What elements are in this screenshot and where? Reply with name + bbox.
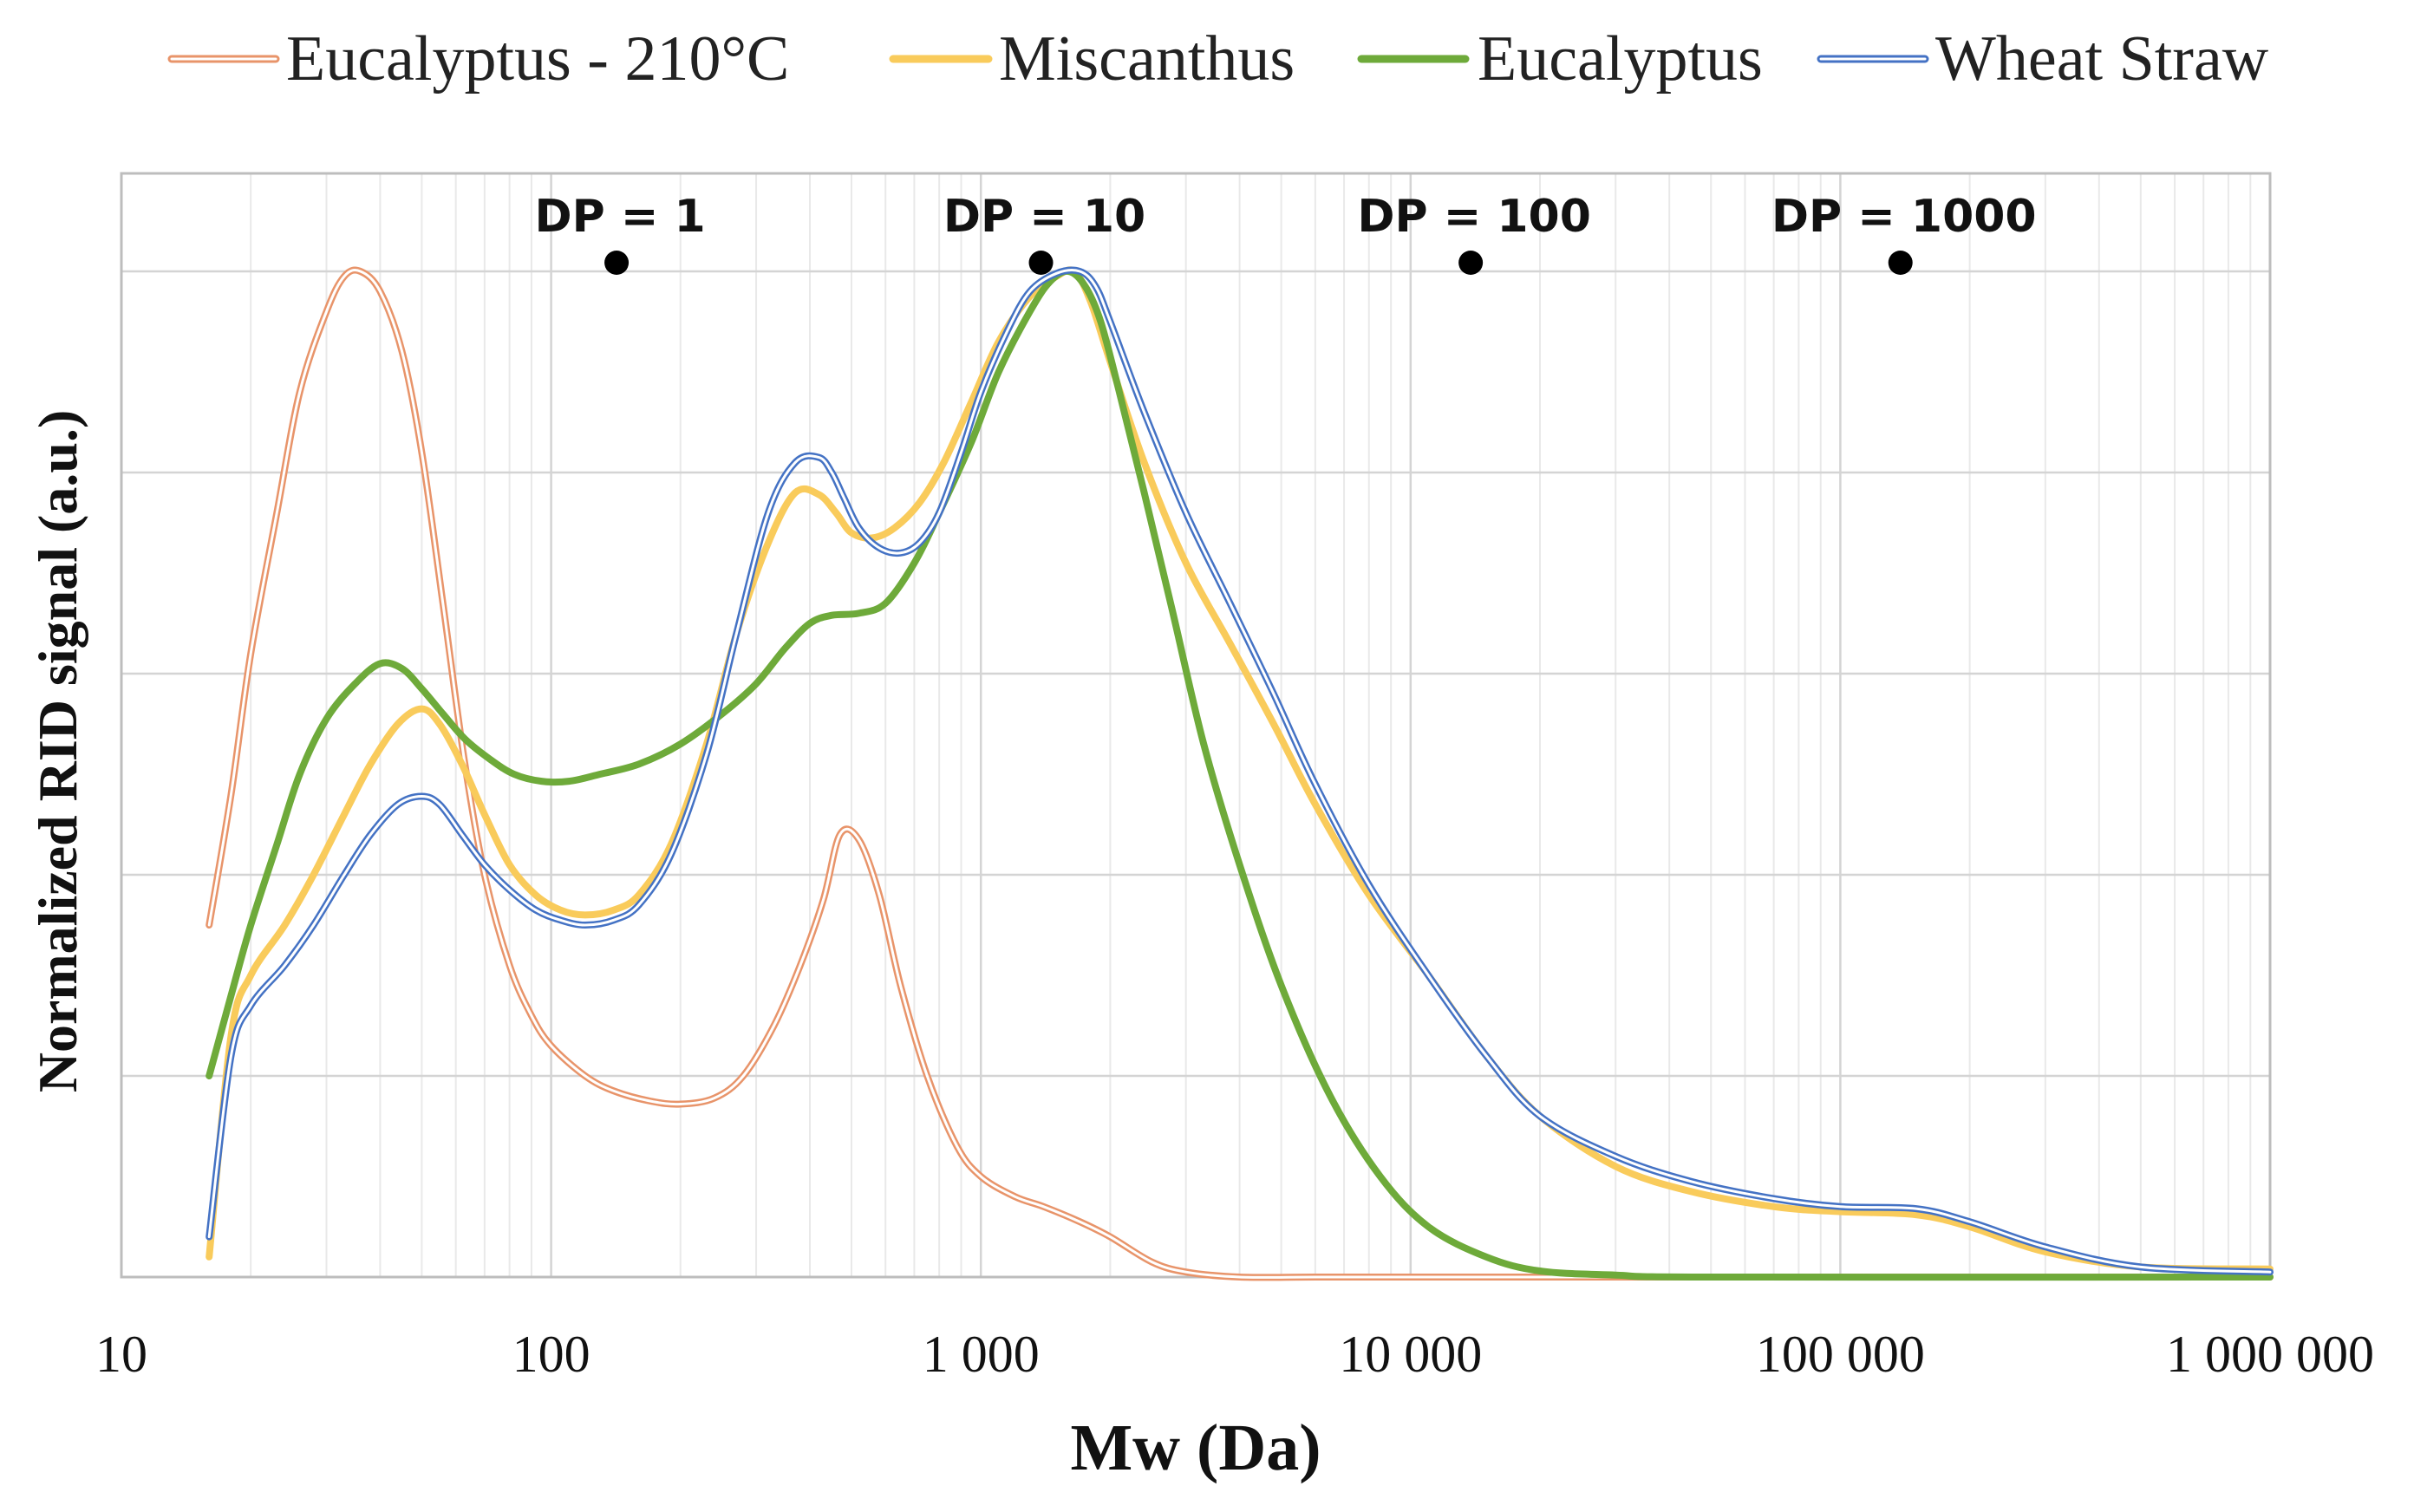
x-tick-label: 1 000 bbox=[923, 1326, 1040, 1383]
dp-marker-dp-10 bbox=[1028, 251, 1054, 275]
dp-label-dp-1000: DP = 1000 bbox=[1771, 191, 2037, 243]
dp-label-dp-100: DP = 100 bbox=[1357, 191, 1591, 243]
x-tick-label: 100 bbox=[512, 1326, 590, 1383]
minor-gridlines bbox=[250, 173, 2252, 1277]
x-tick-label: 10 000 bbox=[1339, 1326, 1482, 1383]
dp-annotations: DP = 1 DP = 10 DP = 100 DP = 1000 bbox=[534, 191, 2037, 275]
x-tick-labels: 10 100 1 000 10 000 100 000 1 000 000 bbox=[95, 1326, 2374, 1383]
series-line-wheat-straw-inner bbox=[207, 269, 2272, 1274]
x-tick-label: 100 000 bbox=[1756, 1326, 1925, 1383]
legend-item-eucalyptus-210-c-label: Eucalyptus - 210°C bbox=[286, 23, 789, 94]
legend-item-eucalyptus-label: Eucalyptus bbox=[1478, 23, 1763, 94]
series-line-wheat-straw bbox=[206, 266, 2274, 1276]
x-axis-title: Mw (Da) bbox=[1070, 1411, 1321, 1484]
legend-item-wheat-straw: Wheat Straw bbox=[1817, 23, 2269, 94]
x-tick-label: 10 bbox=[95, 1326, 147, 1383]
dp-label-dp-10: DP = 10 bbox=[943, 191, 1145, 243]
dp-marker-dp-1 bbox=[604, 251, 630, 275]
series-group bbox=[206, 266, 2274, 1281]
legend-item-wheat-straw-label: Wheat Straw bbox=[1935, 23, 2269, 94]
legend-item-miscanthus-label: Miscanthus bbox=[999, 23, 1295, 94]
x-tick-label: 1 000 000 bbox=[2166, 1326, 2374, 1383]
legend-item-eucalyptus: Eucalyptus bbox=[1357, 23, 1763, 94]
dp-marker-dp-100 bbox=[1458, 251, 1484, 275]
legend: Eucalyptus - 210°C Miscanthus Eucalyptus Wh… bbox=[167, 23, 2269, 94]
legend-item-eucalyptus-210-c: Eucalyptus - 210°C bbox=[167, 23, 789, 94]
legend-item-miscanthus: Miscanthus bbox=[889, 23, 1295, 94]
series-line-miscanthus bbox=[206, 266, 2274, 1273]
y-axis-title: Normalized RID signal (a.u.) bbox=[27, 410, 88, 1093]
plot-area-frame bbox=[120, 172, 2272, 1279]
dp-marker-dp-1000 bbox=[1888, 251, 1913, 275]
series-line-eucalyptus-210-c-inner bbox=[207, 269, 2272, 1279]
series-line-eucalyptus-210-c bbox=[206, 266, 2274, 1281]
dp-label-dp-1: DP = 1 bbox=[534, 191, 705, 243]
